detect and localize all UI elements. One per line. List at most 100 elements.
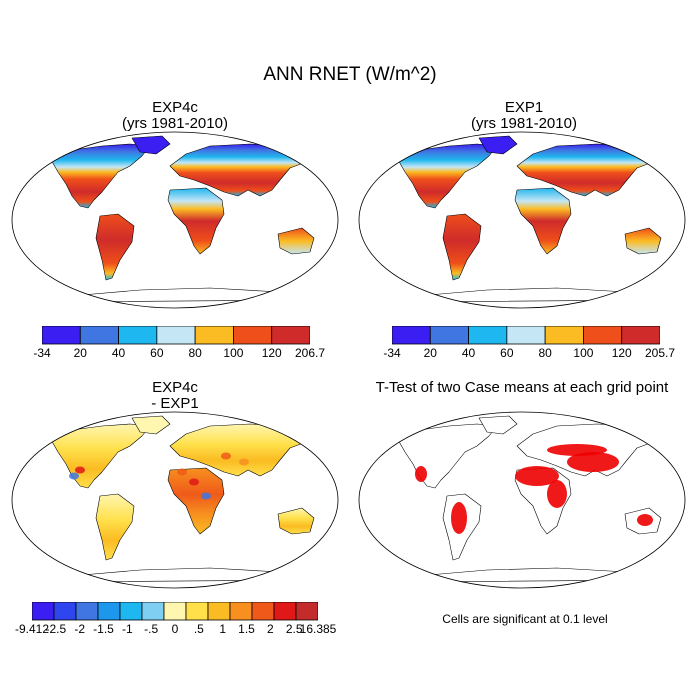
significant-cells [515,466,559,486]
colorbar-label: -1 [121,622,133,636]
colorbar-swatch [506,326,546,345]
colorbar-label: 20 [423,346,437,360]
colorbar-swatch [97,602,121,621]
colorbar-swatch [295,602,318,621]
significant-cells [415,466,427,482]
colorbar-swatch [32,602,55,621]
figure-title: ANN RNET (W/m^2) [263,64,437,85]
colorbar-swatch [392,326,431,345]
panel-exp1-title: EXP1 (yrs 1981-2010) [419,100,629,132]
colorbar-swatch [251,602,275,621]
colorbar-swatch [233,326,273,345]
colorbar-diff-labels: -9.412 -2.5 -2 -1.5 -1 -.5 0 .5 1 1.5 2 2.5 16.385 [15,622,336,638]
colorbar-label: 100 [573,346,594,360]
diff-patch [201,492,211,500]
diff-patch [69,472,79,480]
colorbar-swatch [273,602,297,621]
continent-eurasia [516,143,658,197]
diff-patch [189,478,199,486]
colorbar-swatch [621,326,660,345]
map-frame [358,131,686,309]
continent-africa [514,187,572,255]
continent-antarctica [59,567,311,583]
continent-north-america [49,143,151,209]
colorbar-label: 60 [500,346,514,360]
panel-exp4c-title: EXP4c (yrs 1981-2010) [70,100,280,132]
panel-diff-title: EXP4c - EXP1 [70,380,280,412]
colorbar-label: 2.5 [285,622,303,636]
colorbar-swatch [75,602,99,621]
continent-north-america [396,423,498,489]
colorbar-exp1 [392,326,660,345]
colorbar-label: 40 [461,346,476,360]
continent-eurasia [169,143,311,197]
colorbar-label: 60 [150,346,164,360]
colorbar-exp4c-labels: -34 20 40 60 80 100 120 206.7 [33,346,325,362]
map-diff [11,411,339,589]
colorbar-label: 80 [538,346,552,360]
significant-cells [451,502,467,534]
continent-greenland [478,135,518,155]
ttest-significance-note: Cells are significant at 0.1 level [442,612,608,626]
diff-patch [239,458,249,466]
panel-exp1-title-line1: EXP1 [504,99,544,116]
continent-australia [277,507,315,535]
colorbar-label: 40 [111,346,126,360]
continent-south-america [95,493,135,561]
colorbar-swatch [583,326,623,345]
colorbar-label: 1.5 [238,622,255,636]
continent-greenland [131,415,171,435]
colorbar-swatch [118,326,158,345]
panel-exp4c-title-line1: EXP4c [152,99,198,116]
significant-cells [547,480,567,508]
continent-africa [167,187,225,255]
colorbar-label: -34 [33,346,51,360]
continent-greenland [478,415,518,435]
colorbar-label: 120 [611,346,632,360]
panel-ttest-title: T-Test of two Case means at each grid po… [375,379,669,396]
colorbar-swatch [163,602,187,621]
colorbar-swatch [119,602,143,621]
colorbar-label: 16.385 [299,622,337,636]
map-frame [358,411,686,589]
colorbar-label: -9.412 [14,622,50,636]
continent-eurasia [169,423,311,477]
panel-diff-title-line2: - EXP1 [151,395,199,412]
colorbar-label: -34 [383,346,401,360]
panel-exp4c-title-line2: (yrs 1981-2010) [122,115,228,132]
colorbar-label: -2 [74,622,85,636]
continent-australia [277,227,315,255]
colorbar-swatch [194,326,234,345]
continent-antarctica [406,567,658,583]
colorbar-exp1-labels: -34 20 40 60 80 100 120 205.7 [383,346,675,362]
colorbar-swatch [271,326,310,345]
colorbar-swatch [141,602,165,621]
continent-africa [167,467,225,535]
colorbar-swatch [156,326,196,345]
continent-antarctica [406,287,658,303]
panel-diff-title-line1: EXP4c [152,379,198,396]
continent-australia [624,227,662,255]
continent-greenland [131,135,171,155]
significant-cells [637,514,653,526]
diff-patch [221,452,231,460]
colorbar-label: -2.5 [45,622,67,636]
map-frame [11,131,339,309]
colorbar-label: 120 [261,346,282,360]
colorbar-swatch [229,602,253,621]
colorbar-label: 0 [171,622,179,636]
colorbar-label: 2 [266,622,274,636]
colorbar-label: 80 [188,346,202,360]
colorbar-swatch [53,602,77,621]
map-frame [11,411,339,589]
diff-patch [177,468,187,476]
continent-south-america [442,213,482,281]
colorbar-label: 100 [223,346,244,360]
significant-cells [567,452,619,472]
panel-exp1-title-line2: (yrs 1981-2010) [471,115,577,132]
colorbar-swatch [544,326,584,345]
significant-cells [547,444,607,456]
colorbar-label: -1.5 [93,622,114,636]
colorbar-label: 20 [73,346,87,360]
continent-north-america [49,423,151,489]
